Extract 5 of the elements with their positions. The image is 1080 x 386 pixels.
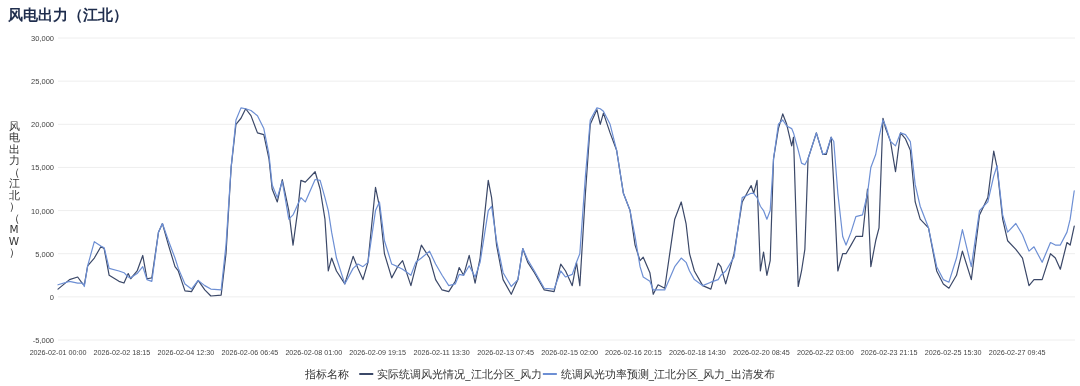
text: 风电出力（江北）（MW）: [8, 119, 20, 259]
legend-label: 实际统调风光情况_江北分区_风力: [377, 367, 542, 381]
legend-title: 指标名称: [304, 367, 350, 380]
legend-label: 统调风光功率预测_江北分区_风力_出清发布: [560, 367, 775, 381]
chart-title: 风电出力（江北）: [7, 6, 128, 24]
